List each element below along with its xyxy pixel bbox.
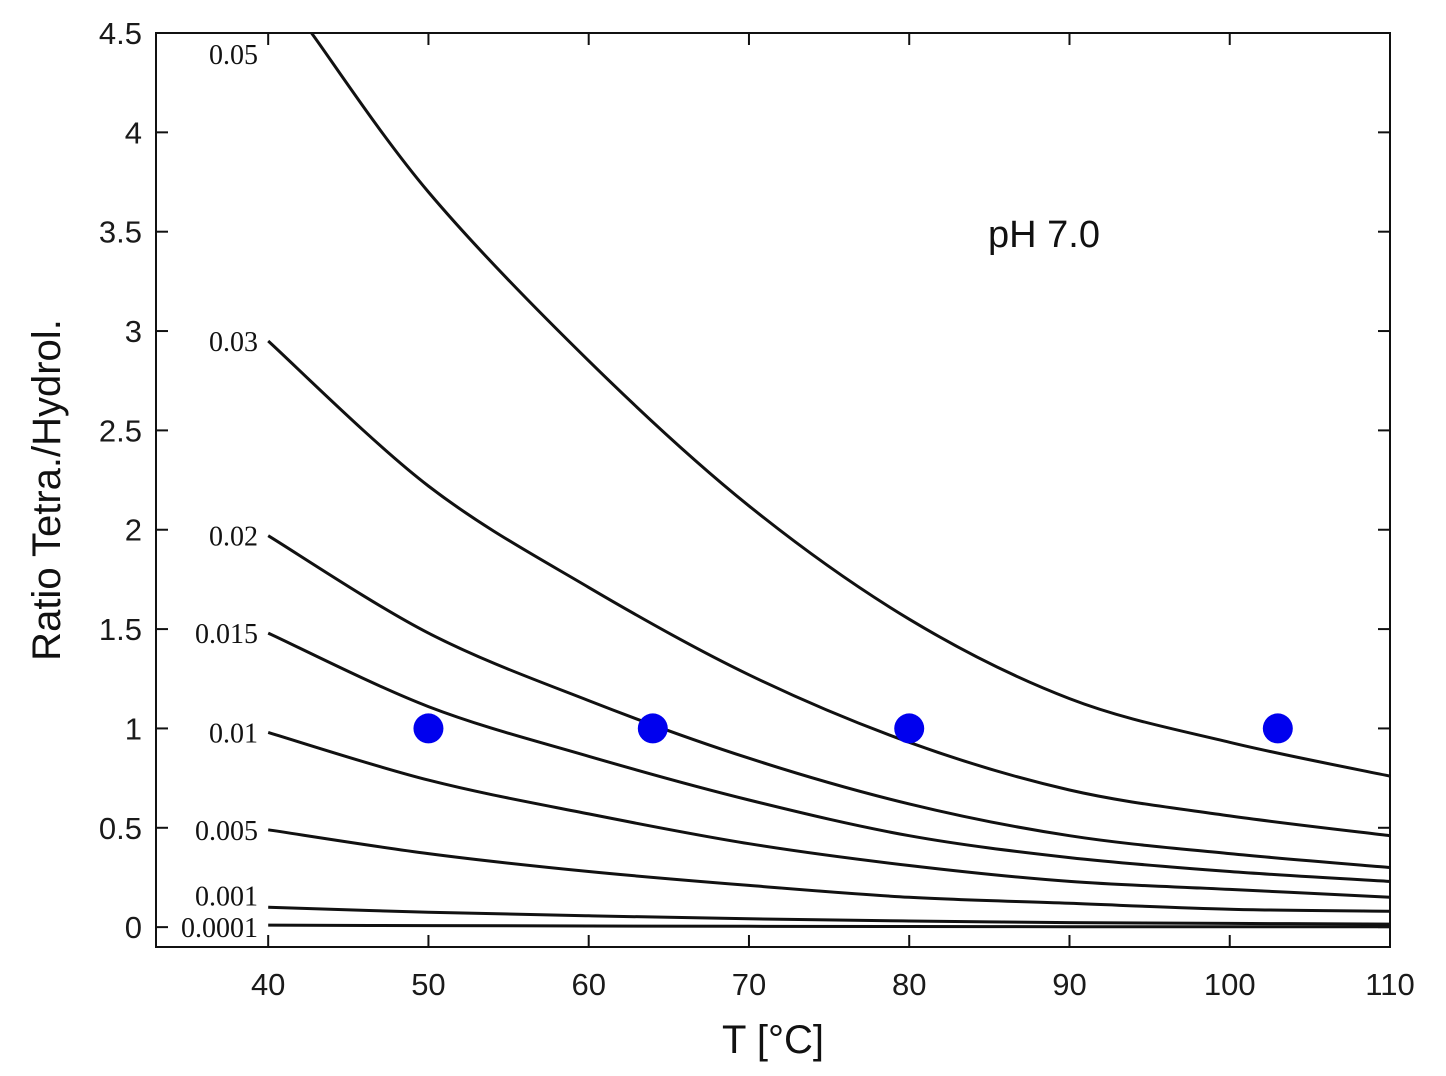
data-point [1262, 713, 1293, 744]
x-tick-label: 90 [1052, 967, 1086, 1002]
curve-label: 0.0001 [181, 913, 258, 944]
y-tick-label: 3 [125, 314, 142, 349]
x-tick-label: 100 [1204, 967, 1256, 1002]
curve-label: 0.02 [209, 522, 258, 553]
ticks: 40 50 60 70 80 90 100 110 0 0.5 1 1.5 2 2.5 3 3.5 4 4.5 [99, 16, 1415, 1002]
y-tick-label: 0.5 [99, 811, 142, 846]
x-tick-label: 110 [1365, 967, 1414, 1002]
x-tick-label: 70 [732, 967, 766, 1002]
data-point [413, 713, 444, 744]
curve-label: 0.03 [209, 327, 258, 358]
points [413, 713, 1293, 744]
x-tick-label: 80 [892, 967, 926, 1002]
y-tick-label: 2.5 [99, 413, 142, 448]
x-tick-label: 60 [571, 967, 605, 1002]
curve-label: 0.01 [209, 718, 258, 749]
curve-label: 0.05 [209, 40, 258, 71]
x-tick-label: 50 [411, 967, 445, 1002]
curve-label: 0.001 [195, 881, 258, 912]
x-axis-title: T [°C] [722, 1018, 824, 1062]
curves [267, 32, 1391, 929]
y-axis-title: Ratio Tetra./Hydrol. [25, 319, 69, 661]
curve-0.015 [267, 631, 1391, 883]
y-tick-label: 2 [125, 513, 142, 548]
curve-0.0001 [268, 923, 1390, 929]
curve-label: 0.005 [195, 816, 258, 847]
data-point [637, 713, 668, 744]
x-tick-label: 40 [251, 967, 285, 1002]
curve-label: 0.015 [195, 619, 258, 650]
y-tick-label: 4 [125, 115, 142, 150]
curve-0.01 [267, 730, 1391, 899]
y-tick-label: 3.5 [99, 215, 142, 250]
curve-0.005 [267, 828, 1391, 913]
plot-frame [155, 32, 1391, 948]
y-tick-label: 1 [125, 711, 142, 746]
annotation-ph: pH 7.0 [988, 214, 1100, 256]
y-tick-label: 0 [125, 910, 142, 945]
y-tick-label: 1.5 [99, 612, 142, 647]
y-tick-label: 4.5 [99, 16, 142, 51]
curve-0.02 [267, 534, 1391, 869]
curve-0.05 [310, 32, 1391, 778]
curve-0.001 [268, 905, 1391, 926]
data-point [894, 713, 925, 744]
curve-0.03 [267, 339, 1391, 838]
